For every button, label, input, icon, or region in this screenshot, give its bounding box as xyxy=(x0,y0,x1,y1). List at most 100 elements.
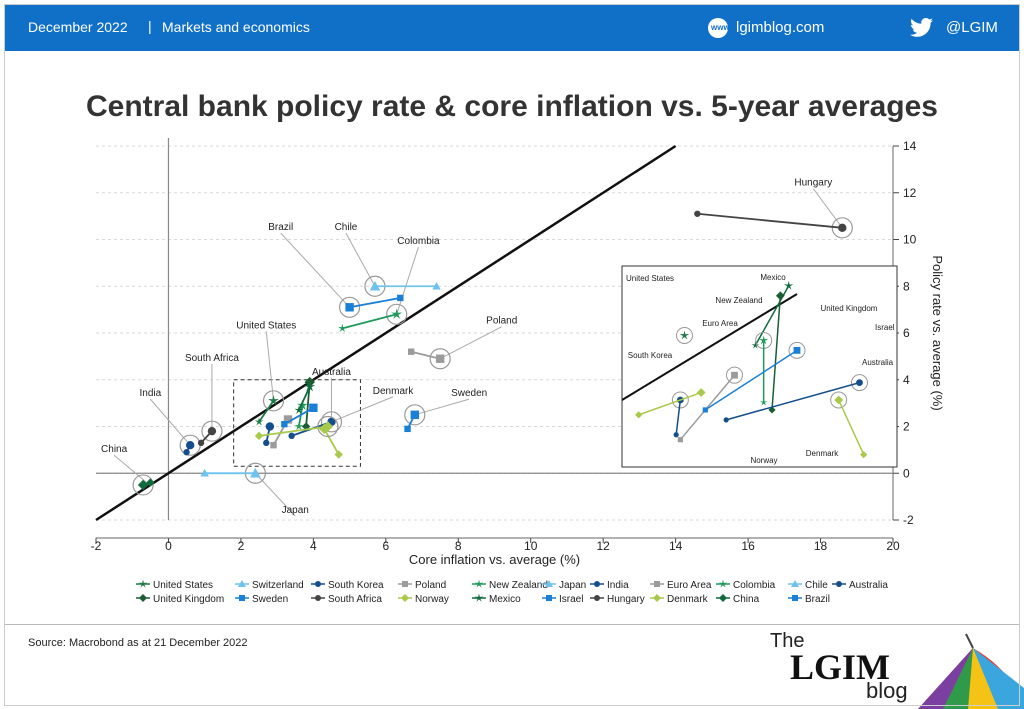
legend-item-chile: Chile xyxy=(788,580,828,591)
twitter-handle-link[interactable]: @LGIM xyxy=(946,19,998,36)
twitter-bird-icon[interactable] xyxy=(910,18,934,38)
legend-label: United States xyxy=(153,580,213,591)
legend-marker xyxy=(239,595,245,601)
y-tick-label: 14 xyxy=(903,139,917,153)
legend-label: Sweden xyxy=(252,594,288,605)
inset-series-israel xyxy=(702,341,806,413)
inset-series-denmark xyxy=(830,391,868,459)
y-tick-label: 10 xyxy=(903,233,917,247)
legend-item-japan: Japan xyxy=(542,580,586,591)
header-bar: December 2022 | Markets and economics ww… xyxy=(4,4,1020,51)
inset-point-start xyxy=(673,432,679,438)
series-denmark xyxy=(254,415,339,441)
legend-label: Denmark xyxy=(667,594,709,605)
highlight-ring xyxy=(320,411,343,433)
annotation-australia: Australia xyxy=(312,367,351,378)
point-end xyxy=(410,410,419,420)
series-path xyxy=(349,297,401,309)
annotation-south-africa: South Africa xyxy=(185,353,239,364)
legend-item-south-africa: South Africa xyxy=(311,594,382,605)
inset-point-start xyxy=(723,417,729,423)
globe-www-icon: www xyxy=(708,18,730,38)
series-south-africa xyxy=(197,420,223,447)
inset-highlight-ring xyxy=(788,341,806,359)
legend-marker xyxy=(139,594,147,602)
highlight-ring xyxy=(386,303,408,325)
legend-item-euro-area: Euro Area xyxy=(650,580,712,591)
inset-point-start xyxy=(759,398,768,406)
inset-point-start xyxy=(860,450,868,459)
annotation-japan: Japan xyxy=(282,505,309,516)
scatter-chart: -2 0 2 4 6 8 10 12 14 -2 0 2 4 6 8 10 12 14 16 18 20 Core inf… xyxy=(91,138,945,605)
header-website-link[interactable]: lgimblog.com xyxy=(736,19,825,36)
series-path xyxy=(342,313,397,330)
inset-series-australia xyxy=(723,374,868,423)
series-path xyxy=(283,407,314,425)
point-end xyxy=(309,403,318,412)
y-tick-label: 4 xyxy=(903,373,910,387)
point-end xyxy=(265,422,275,431)
inset-label-australia: Australia xyxy=(862,358,894,367)
y-tick-label: 12 xyxy=(903,186,917,200)
point-end xyxy=(185,441,195,450)
inset-point-end xyxy=(856,379,863,387)
logo-blog: blog xyxy=(866,678,908,703)
point-start xyxy=(270,442,277,449)
series-poland xyxy=(407,348,451,370)
y-tick-label: 0 xyxy=(903,466,910,480)
legend-label: Norway xyxy=(415,594,449,605)
legend-item-sweden: Sweden xyxy=(235,594,288,605)
annotation-leader-india xyxy=(149,398,191,446)
legend-marker xyxy=(545,580,553,587)
inset-point-end xyxy=(775,291,785,301)
chart-title: Central bank policy rate & core inflatio… xyxy=(85,90,938,123)
inset-point-start xyxy=(768,406,776,414)
inset-point-start xyxy=(751,341,760,349)
inset-series-path xyxy=(638,391,702,416)
annotation-leader-sweden xyxy=(414,398,470,416)
annotation-leader-china xyxy=(113,454,148,483)
legend-marker xyxy=(719,594,727,602)
header-section-link[interactable]: Markets and economics xyxy=(162,19,310,35)
x-tick-label: 4 xyxy=(310,539,317,553)
x-tick-label: 6 xyxy=(382,539,389,553)
inset-point-end xyxy=(793,346,801,354)
legend-marker xyxy=(402,581,408,587)
point-start xyxy=(337,323,347,333)
point-end xyxy=(435,354,445,363)
legend-item-norway: Norway xyxy=(398,594,449,605)
highlight-ring xyxy=(201,420,223,442)
series-india xyxy=(179,434,201,456)
umbrella-icon xyxy=(918,633,1024,709)
point-start xyxy=(397,294,404,302)
x-tick-label: 2 xyxy=(238,539,245,553)
legend-marker xyxy=(791,580,799,587)
legend-item-united-kingdom: United Kingdom xyxy=(136,594,224,605)
series-colombia xyxy=(337,303,408,333)
legend-item-india: India xyxy=(590,580,629,591)
annotation-india: India xyxy=(139,388,161,399)
inset-frame xyxy=(621,265,898,468)
highlight-ring xyxy=(831,217,853,239)
point-start xyxy=(432,282,441,290)
legend-marker xyxy=(401,594,409,602)
annotation-united-states: United States xyxy=(236,320,296,331)
annotation-leader-denmark xyxy=(331,396,394,423)
point-start xyxy=(254,431,264,441)
legend-label: Hungary xyxy=(607,594,645,605)
diagonal-line xyxy=(95,144,677,522)
point-start xyxy=(404,425,411,433)
point-end xyxy=(268,395,279,406)
annotation-denmark: Denmark xyxy=(373,386,415,397)
legend-label: Chile xyxy=(805,580,828,591)
inset-label-south-korea: South Korea xyxy=(628,351,673,360)
lgim-blog-logo[interactable]: The LGIM blog xyxy=(768,628,1024,709)
series-path xyxy=(697,212,843,229)
footer-divider xyxy=(4,624,1020,625)
inset-label-mexico: Mexico xyxy=(760,273,786,282)
x-tick-label: -2 xyxy=(91,539,102,553)
header-separator: | xyxy=(148,18,152,34)
legend-item-hungary: Hungary xyxy=(590,594,645,605)
x-tick-label: 0 xyxy=(165,539,172,553)
series-china xyxy=(132,474,155,496)
